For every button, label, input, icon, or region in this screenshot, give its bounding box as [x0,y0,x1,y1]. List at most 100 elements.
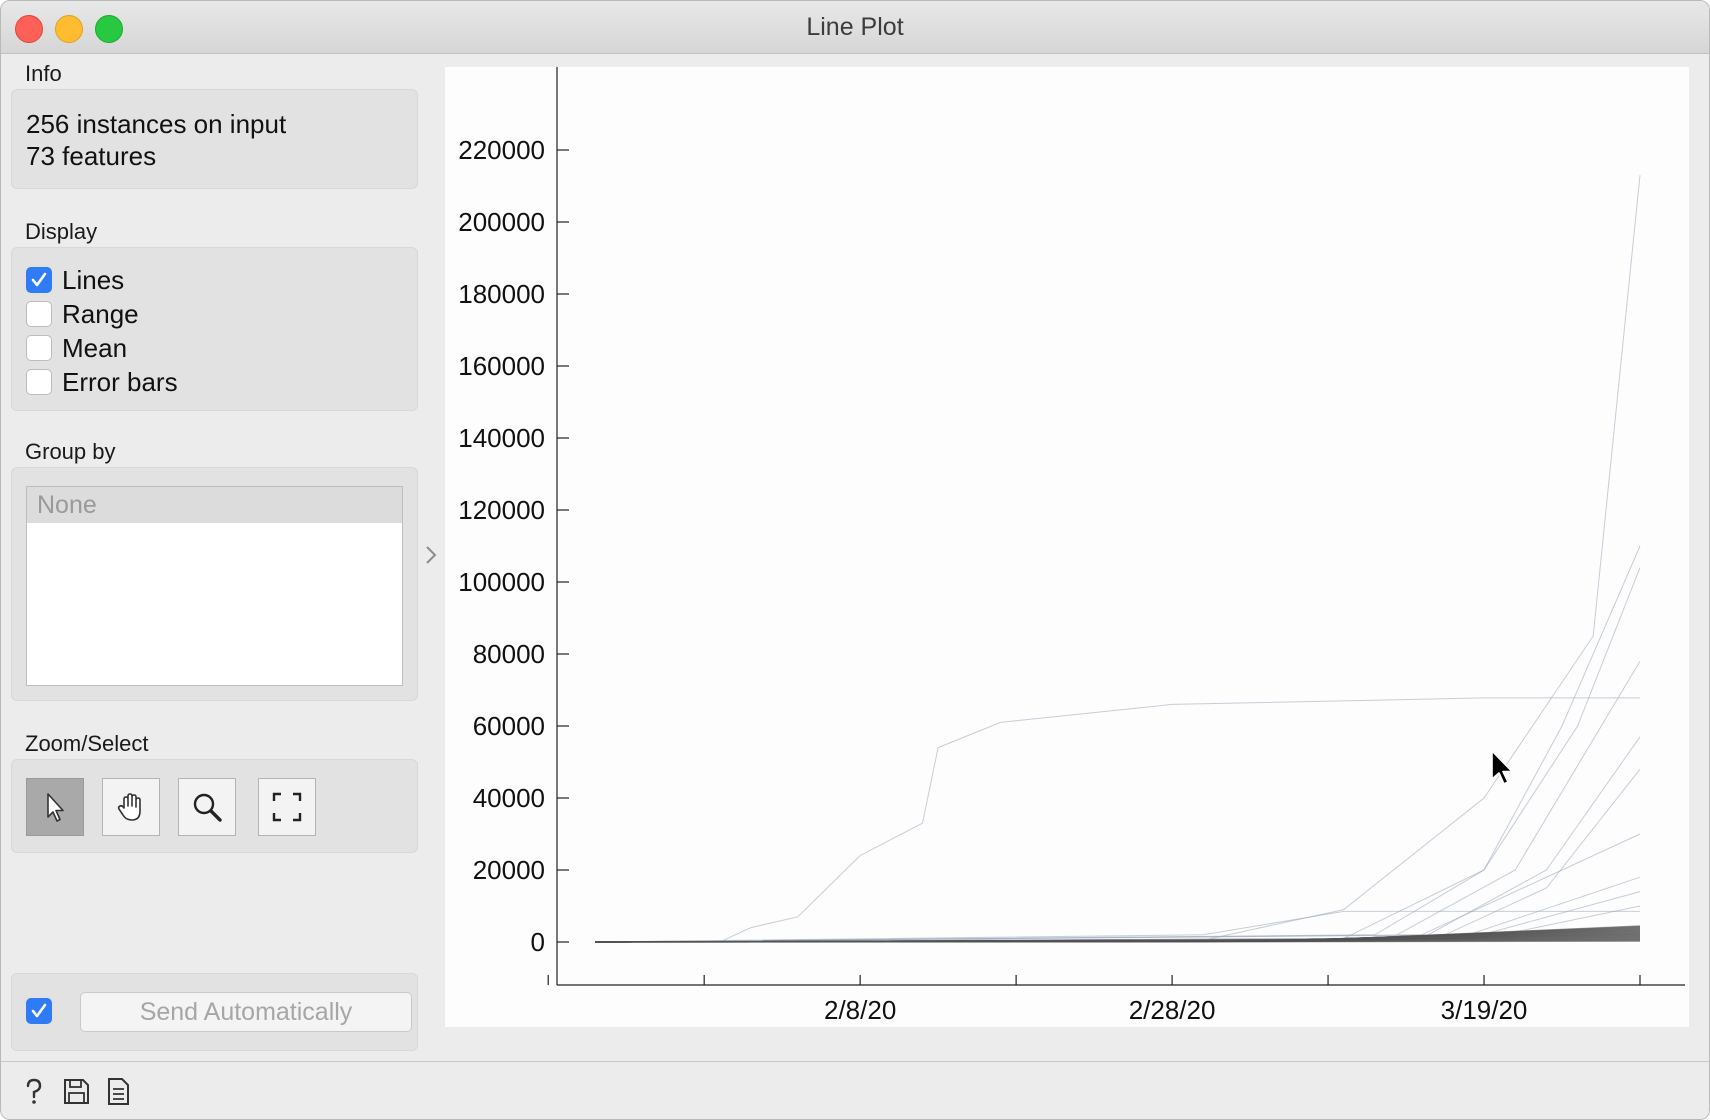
error-bars-checkbox-row[interactable]: Error bars [26,366,178,398]
pan-hand-icon [117,793,141,821]
plot-area[interactable]: 0 20000 40000 60000 80000 100000 120000 140000 1… [445,67,1689,1027]
series-line [594,936,1641,943]
panel-splitter-handle[interactable] [419,541,443,569]
checkmark-icon [31,272,47,287]
report-icon[interactable] [103,1076,133,1106]
series-line [594,929,1641,943]
y-tick-label: 100000 [458,567,545,597]
zoom-magnifier-icon [193,793,222,822]
series-line [594,937,1641,943]
range-checkbox[interactable] [26,301,52,327]
series-line [595,697,1640,943]
title-bar: Line Plot [1,1,1709,54]
reset-zoom-button[interactable] [258,778,316,836]
series-line [594,768,1641,943]
series-line [594,933,1641,943]
maximize-window-button[interactable] [95,15,123,43]
reset-zoom-icon [272,792,302,822]
series-line [594,930,1641,943]
y-tick-label: 220000 [458,135,545,165]
window-title: Line Plot [806,13,904,41]
zoom-tool-button[interactable] [178,778,236,836]
series-line [594,926,1641,943]
group-by-box: None [11,467,418,701]
mean-label: Mean [62,332,128,363]
lines-checkbox-row[interactable]: Lines [26,264,124,296]
info-section-label: Info [25,61,62,86]
series-line [594,567,1641,943]
series-line [594,935,1641,943]
error-bars-checkbox[interactable] [26,369,52,395]
info-instances-text: 256 instances on input [26,109,287,139]
series-line [594,939,1641,943]
help-icon[interactable] [19,1076,49,1106]
series-line [594,940,1641,943]
lines-checkbox[interactable] [26,267,52,293]
series-line [594,926,1641,943]
minimize-window-button[interactable] [55,15,83,43]
series-line [594,939,1641,943]
series-line [594,940,1641,943]
series-line [594,930,1641,943]
series-line [594,932,1641,943]
series-line [594,928,1641,943]
group-by-list[interactable]: None [26,486,403,686]
y-tick-label: 140000 [458,423,545,453]
series-line [594,927,1641,943]
series-line [594,934,1641,943]
x-tick-label: 2/28/20 [1129,995,1216,1025]
range-checkbox-row[interactable]: Range [26,298,139,330]
checkmark-icon [31,1003,47,1018]
y-tick-label: 160000 [458,351,545,381]
mouse-cursor-icon [1491,750,1513,785]
series-line [594,660,1641,943]
series-line [594,905,1641,943]
send-automatically-button[interactable]: Send Automatically [80,992,412,1032]
y-tick-label: 20000 [473,855,545,885]
series-line [594,931,1641,943]
y-tick-label: 40000 [473,783,545,813]
select-arrow-icon [47,793,64,822]
series-line [594,936,1641,943]
series-line [594,935,1641,943]
mean-checkbox-row[interactable]: Mean [26,332,127,364]
error-bars-label: Error bars [62,366,178,397]
series-line [594,925,1641,943]
series-line [594,938,1641,943]
series-line [594,925,1641,943]
close-window-button[interactable] [15,15,43,43]
series-line [594,545,1641,943]
save-icon[interactable] [61,1076,91,1106]
series-line [594,928,1641,943]
y-tick-label: 60000 [473,711,545,741]
x-tick-label: 2/8/20 [824,995,896,1025]
series-line [594,932,1641,943]
series-line [594,938,1641,943]
series-line [594,933,1641,943]
send-box: Send Automatically [11,973,418,1051]
series-line [594,926,1641,943]
auto-send-checkbox[interactable] [26,998,52,1024]
display-section-label: Display [25,219,98,244]
pan-tool-button[interactable] [102,778,160,836]
series-line [594,927,1641,943]
group-by-item-none[interactable]: None [27,487,402,523]
line-chart[interactable]: 0 20000 40000 60000 80000 100000 120000 140000 1… [445,67,1689,1027]
y-tick-label: 0 [531,927,545,957]
info-box: 256 instances on input 73 features [11,89,418,189]
y-tick-label: 120000 [458,495,545,525]
series-line [594,931,1641,943]
series-line [594,935,1641,943]
chevron-right-icon [426,546,437,564]
range-label: Range [62,298,139,329]
series-line [594,929,1641,943]
select-tool-button[interactable] [26,778,84,836]
zoom-select-section-label: Zoom/Select [25,731,149,756]
x-tick-label: 3/19/20 [1441,995,1528,1025]
y-tick-label: 200000 [458,207,545,237]
y-tick-label: 180000 [458,279,545,309]
y-tick-label: 80000 [473,639,545,669]
zoom-select-box [11,759,418,853]
mean-checkbox[interactable] [26,335,52,361]
series-line [594,910,1640,943]
